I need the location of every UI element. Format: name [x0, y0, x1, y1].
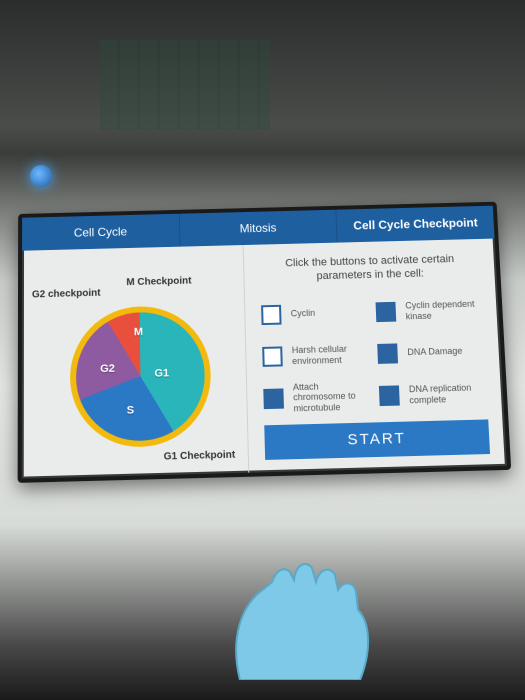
phase-label-m: M [134, 326, 143, 338]
background-shelves [100, 40, 270, 130]
param-label-harsh-env: Harsh cellular environment [292, 343, 370, 366]
simulation-monitor: Cell Cycle Mitosis Cell Cycle Checkpoint… [18, 202, 512, 483]
param-label-dna-replication: DNA replication complete [409, 382, 488, 405]
pie-outer-ring: G1 S G2 M [70, 305, 212, 449]
param-label-dna-damage: DNA Damage [407, 345, 485, 357]
checkbox-dna-replication[interactable] [379, 385, 400, 406]
tab-cell-cycle[interactable]: Cell Cycle [22, 214, 180, 251]
param-label-cdk: Cyclin dependent kinase [405, 299, 483, 321]
m-checkpoint-label: M Checkpoint [126, 276, 191, 288]
parameter-grid: Cyclin Cyclin dependent kinase Harsh cel… [260, 291, 487, 416]
tab-cell-cycle-checkpoint[interactable]: Cell Cycle Checkpoint [337, 206, 495, 243]
phase-label-g1: G1 [154, 367, 169, 379]
checkbox-dna-damage[interactable] [377, 343, 398, 363]
content-area: G2 checkpoint M Checkpoint G1 Checkpoint… [22, 239, 507, 479]
param-label-cyclin: Cyclin [291, 307, 368, 319]
phase-label-s: S [127, 404, 135, 416]
cell-cycle-pie: G1 S G2 M [70, 305, 212, 449]
vr-hand-icon [210, 510, 390, 680]
phase-label-g2: G2 [100, 363, 115, 375]
cycle-diagram-panel: G2 checkpoint M Checkpoint G1 Checkpoint… [22, 245, 249, 479]
background-orb [30, 165, 52, 187]
g1-checkpoint-label: G1 Checkpoint [164, 449, 236, 462]
tab-mitosis[interactable]: Mitosis [179, 210, 337, 247]
checkbox-cyclin[interactable] [261, 304, 281, 324]
instruction-text: Click the buttons to activate certain pa… [259, 253, 481, 286]
checkbox-attach-chromosome[interactable] [263, 388, 284, 409]
parameter-panel: Click the buttons to activate certain pa… [243, 239, 507, 473]
start-button[interactable]: START [264, 419, 490, 460]
g2-checkpoint-label: G2 checkpoint [32, 288, 101, 301]
checkbox-harsh-env[interactable] [262, 346, 283, 366]
checkbox-cdk[interactable] [375, 301, 396, 321]
param-label-attach-chromosome: Attach chromosome to microtubule [293, 380, 372, 413]
